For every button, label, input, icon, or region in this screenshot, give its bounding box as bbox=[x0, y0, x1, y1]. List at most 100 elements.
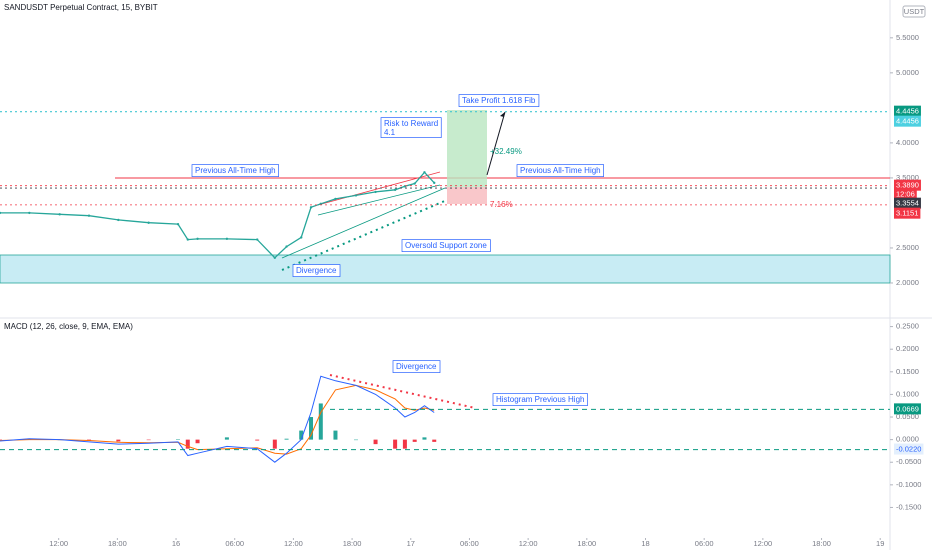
y-tick-label: 0.2500 bbox=[896, 322, 919, 331]
histogram-bar bbox=[318, 403, 323, 440]
x-tick-label: 06:00 bbox=[460, 539, 479, 548]
x-tick-label: 16 bbox=[172, 539, 180, 548]
annotation: +32.49% bbox=[490, 147, 522, 156]
y-tick-label: 0.1500 bbox=[896, 367, 919, 376]
price-point bbox=[300, 236, 303, 239]
annotation: Risk to Reward bbox=[384, 119, 438, 128]
x-tick-label: 18 bbox=[641, 539, 649, 548]
x-tick-label: 18:00 bbox=[343, 539, 362, 548]
annotation: 4.1 bbox=[384, 128, 396, 137]
histogram-bar bbox=[284, 438, 289, 440]
price-point bbox=[87, 214, 91, 217]
histogram-bar bbox=[185, 439, 190, 449]
price-label-bg bbox=[894, 443, 924, 455]
divergence-line bbox=[329, 374, 476, 409]
price-point bbox=[273, 256, 277, 259]
histogram-bar bbox=[412, 439, 417, 442]
histogram-bar bbox=[373, 439, 378, 445]
price-point bbox=[256, 238, 259, 241]
y-tick-label: 2.5000 bbox=[896, 243, 919, 252]
profit-zone bbox=[447, 110, 487, 187]
price-point bbox=[285, 245, 288, 248]
price-line bbox=[0, 171, 435, 259]
annotation-box bbox=[492, 393, 588, 406]
arrow bbox=[486, 111, 506, 176]
annotation-box bbox=[191, 164, 279, 177]
price-point bbox=[196, 237, 199, 241]
price-label: 3.3554 bbox=[896, 199, 919, 208]
annotation: Previous All-Time High bbox=[195, 166, 276, 175]
price-point bbox=[0, 211, 2, 215]
x-tick-label: 19 bbox=[876, 539, 884, 548]
x-tick-label: 06:00 bbox=[695, 539, 714, 548]
histogram-bar bbox=[176, 439, 180, 440]
y-tick-label: 0.0500 bbox=[896, 412, 919, 421]
y-tick-label: 3.5000 bbox=[896, 173, 919, 182]
price-label-bg bbox=[894, 188, 917, 200]
wedge-line bbox=[317, 184, 441, 216]
x-tick-label: 12:00 bbox=[284, 539, 303, 548]
price-label-bg bbox=[894, 197, 921, 209]
price-point bbox=[117, 218, 120, 222]
price-label-bg bbox=[894, 403, 921, 415]
x-tick-label: 18:00 bbox=[812, 539, 831, 548]
x-tick-label: 12:00 bbox=[753, 539, 772, 548]
currency-box[interactable] bbox=[902, 5, 926, 18]
histogram-bar bbox=[146, 439, 151, 441]
annotation: Take Profit 1.618 Fib bbox=[462, 96, 536, 105]
x-tick-label: 12:00 bbox=[49, 539, 68, 548]
y-tick-label: 0.2000 bbox=[896, 344, 919, 353]
chart-title: SANDUSDT Perpetual Contract, 15, BYBIT bbox=[4, 3, 158, 12]
indicator-title: MACD (12, 26, close, 9, EMA, EMA) bbox=[4, 322, 133, 331]
annotation: 7.16% bbox=[490, 200, 513, 209]
trend-line bbox=[281, 187, 446, 259]
arrow-head bbox=[500, 112, 505, 117]
histogram-bar bbox=[422, 437, 427, 440]
histogram-bar bbox=[309, 417, 314, 440]
price-point bbox=[147, 221, 150, 224]
histogram-bar bbox=[354, 439, 358, 441]
y-tick-label: -0.1500 bbox=[896, 502, 921, 511]
price-point bbox=[58, 213, 61, 216]
price-point bbox=[176, 222, 180, 226]
y-tick-label: 5.0000 bbox=[896, 68, 919, 77]
price-point bbox=[354, 194, 358, 197]
histogram-bar bbox=[432, 439, 437, 442]
histogram-bar bbox=[402, 439, 407, 449]
annotation-box bbox=[401, 239, 491, 252]
x-tick-label: 06:00 bbox=[225, 539, 244, 548]
x-tick-label: 12:00 bbox=[519, 539, 538, 548]
price-point bbox=[28, 211, 31, 215]
price-point bbox=[225, 237, 229, 241]
annotation-box bbox=[380, 117, 442, 138]
histogram-bar bbox=[195, 439, 200, 444]
histogram-bar bbox=[393, 439, 398, 449]
y-tick-label: -0.1000 bbox=[896, 480, 921, 489]
x-tick-label: 17 bbox=[407, 539, 415, 548]
price-label: 3.1151 bbox=[896, 209, 918, 218]
price-label-bg bbox=[894, 105, 921, 117]
signal-line bbox=[0, 384, 435, 455]
histogram-bar bbox=[224, 437, 229, 440]
price-point bbox=[186, 238, 189, 241]
loss-zone bbox=[447, 187, 487, 204]
x-tick-label: 18:00 bbox=[108, 539, 127, 548]
x-tick-label: 18:00 bbox=[577, 539, 596, 548]
price-label-bg bbox=[894, 179, 921, 191]
price-label: -0.0220 bbox=[896, 445, 921, 454]
annotation: Histogram Previous High bbox=[496, 395, 584, 404]
annotation: Oversold Support zone bbox=[405, 241, 487, 250]
price-point bbox=[433, 181, 436, 185]
histogram-bar bbox=[272, 439, 277, 449]
annotation: Divergence bbox=[296, 266, 337, 275]
y-tick-label: -0.0500 bbox=[896, 457, 921, 466]
support-zone bbox=[0, 254, 891, 284]
histogram-bar bbox=[255, 439, 260, 441]
annotation-box bbox=[458, 94, 540, 107]
price-point bbox=[334, 197, 337, 201]
currency: USDT bbox=[904, 7, 925, 16]
histogram-bar bbox=[299, 430, 304, 440]
price-point bbox=[319, 202, 322, 206]
price-label: 12:06 bbox=[896, 190, 915, 199]
